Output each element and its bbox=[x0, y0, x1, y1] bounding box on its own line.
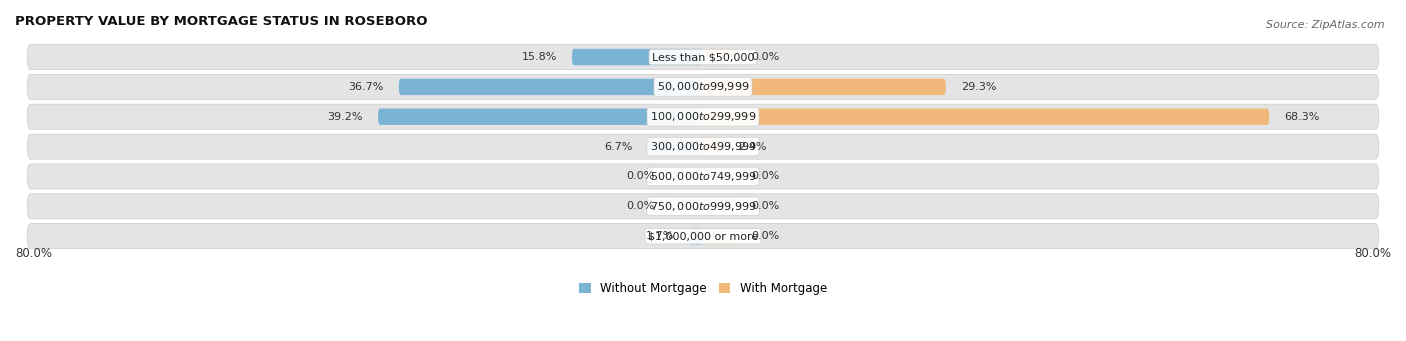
Text: 29.3%: 29.3% bbox=[960, 82, 997, 92]
FancyBboxPatch shape bbox=[378, 108, 703, 125]
Text: $500,000 to $749,999: $500,000 to $749,999 bbox=[650, 170, 756, 183]
Text: $750,000 to $999,999: $750,000 to $999,999 bbox=[650, 200, 756, 213]
FancyBboxPatch shape bbox=[703, 198, 737, 214]
FancyBboxPatch shape bbox=[703, 79, 946, 95]
FancyBboxPatch shape bbox=[703, 228, 737, 244]
Text: $100,000 to $299,999: $100,000 to $299,999 bbox=[650, 110, 756, 123]
FancyBboxPatch shape bbox=[28, 44, 1378, 70]
Text: 0.0%: 0.0% bbox=[751, 231, 779, 241]
FancyBboxPatch shape bbox=[28, 74, 1378, 100]
Text: 39.2%: 39.2% bbox=[328, 112, 363, 122]
FancyBboxPatch shape bbox=[703, 49, 737, 65]
FancyBboxPatch shape bbox=[703, 138, 723, 155]
Text: 6.7%: 6.7% bbox=[605, 142, 633, 152]
Text: 80.0%: 80.0% bbox=[15, 247, 52, 260]
FancyBboxPatch shape bbox=[689, 228, 703, 244]
Text: PROPERTY VALUE BY MORTGAGE STATUS IN ROSEBORO: PROPERTY VALUE BY MORTGAGE STATUS IN ROS… bbox=[15, 15, 427, 28]
Text: $300,000 to $499,999: $300,000 to $499,999 bbox=[650, 140, 756, 153]
Text: 15.8%: 15.8% bbox=[522, 52, 557, 62]
FancyBboxPatch shape bbox=[399, 79, 703, 95]
Text: 0.0%: 0.0% bbox=[627, 172, 655, 181]
Text: 0.0%: 0.0% bbox=[627, 201, 655, 211]
FancyBboxPatch shape bbox=[28, 164, 1378, 189]
Text: $50,000 to $99,999: $50,000 to $99,999 bbox=[657, 80, 749, 93]
Text: 1.7%: 1.7% bbox=[645, 231, 673, 241]
FancyBboxPatch shape bbox=[572, 49, 703, 65]
FancyBboxPatch shape bbox=[28, 194, 1378, 219]
Text: 80.0%: 80.0% bbox=[1354, 247, 1391, 260]
Text: Less than $50,000: Less than $50,000 bbox=[652, 52, 754, 62]
FancyBboxPatch shape bbox=[703, 108, 1270, 125]
Text: 2.4%: 2.4% bbox=[738, 142, 766, 152]
FancyBboxPatch shape bbox=[28, 224, 1378, 249]
FancyBboxPatch shape bbox=[28, 134, 1378, 159]
Text: $1,000,000 or more: $1,000,000 or more bbox=[648, 231, 758, 241]
Text: 0.0%: 0.0% bbox=[751, 201, 779, 211]
Text: Source: ZipAtlas.com: Source: ZipAtlas.com bbox=[1267, 20, 1385, 30]
Text: 0.0%: 0.0% bbox=[751, 52, 779, 62]
FancyBboxPatch shape bbox=[28, 104, 1378, 129]
Text: 0.0%: 0.0% bbox=[751, 172, 779, 181]
FancyBboxPatch shape bbox=[647, 138, 703, 155]
Text: 68.3%: 68.3% bbox=[1284, 112, 1319, 122]
FancyBboxPatch shape bbox=[669, 168, 703, 185]
FancyBboxPatch shape bbox=[669, 198, 703, 214]
FancyBboxPatch shape bbox=[703, 168, 737, 185]
Legend: Without Mortgage, With Mortgage: Without Mortgage, With Mortgage bbox=[574, 277, 832, 300]
Text: 36.7%: 36.7% bbox=[349, 82, 384, 92]
